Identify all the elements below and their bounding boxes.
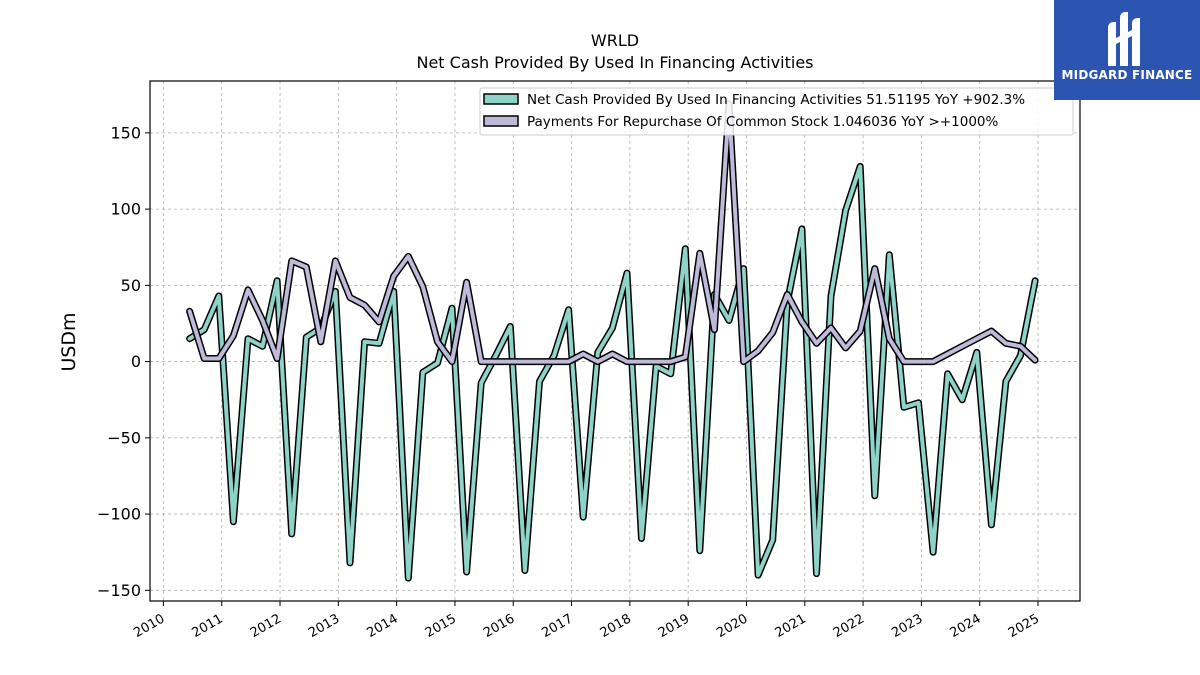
x-tick-label: 2016 (481, 611, 517, 641)
y-tick-label: 100 (110, 200, 141, 219)
x-tick-label: 2013 (306, 611, 342, 641)
legend-label-net-cash: Net Cash Provided By Used In Financing A… (527, 92, 1025, 108)
y-tick-label: 150 (110, 123, 141, 142)
plot-area (186, 100, 1039, 582)
x-tick-label: 2023 (889, 611, 925, 641)
legend-swatch-net-cash (483, 93, 519, 105)
x-tick-label: 2020 (714, 611, 750, 641)
legend-label-repurchase: Payments For Repurchase Of Common Stock … (527, 114, 999, 130)
x-tick-label: 2010 (131, 611, 167, 641)
y-axis: −150 −100 −50 0 50 100 150 (97, 123, 150, 600)
y-axis-label: USDm (58, 312, 80, 371)
legend: Net Cash Provided By Used In Financing A… (479, 87, 1074, 136)
x-axis: 2010 2011 2012 2013 2014 2015 2016 2017 2018 2019… (131, 601, 1042, 641)
logo-text: MIDGARD FINANCE (1061, 68, 1193, 82)
legend-box (479, 87, 1074, 136)
y-tick-label: −150 (97, 581, 141, 600)
series-line-0 (187, 164, 1038, 581)
x-tick-label: 2014 (364, 611, 400, 641)
x-tick-label: 2012 (248, 611, 284, 641)
y-tick-label: 0 (131, 352, 141, 371)
legend-swatch-repurchase (483, 115, 519, 127)
midgard-finance-logo: MIDGARD FINANCE (1054, 0, 1200, 100)
x-tick-label: 2022 (831, 611, 867, 641)
chart-subtitle: Net Cash Provided By Used In Financing A… (416, 53, 813, 72)
x-tick-label: 2015 (423, 611, 459, 641)
series-outline-0 (186, 162, 1039, 582)
x-tick-label: 2025 (1006, 611, 1042, 641)
x-tick-label: 2017 (539, 611, 575, 641)
x-tick-label: 2018 (598, 611, 634, 641)
x-tick-label: 2011 (190, 611, 226, 641)
x-tick-label: 2019 (656, 611, 692, 641)
x-tick-label: 2024 (948, 611, 984, 641)
y-tick-label: −50 (107, 428, 141, 447)
y-tick-label: 50 (121, 276, 141, 295)
series-group (186, 100, 1039, 582)
chart-title: WRLD (591, 31, 639, 50)
x-tick-label: 2021 (773, 611, 809, 641)
y-tick-label: −100 (97, 505, 141, 524)
series-line-1 (187, 101, 1038, 364)
plot-frame (149, 80, 1081, 602)
midgard-logo-icon (1108, 12, 1140, 66)
